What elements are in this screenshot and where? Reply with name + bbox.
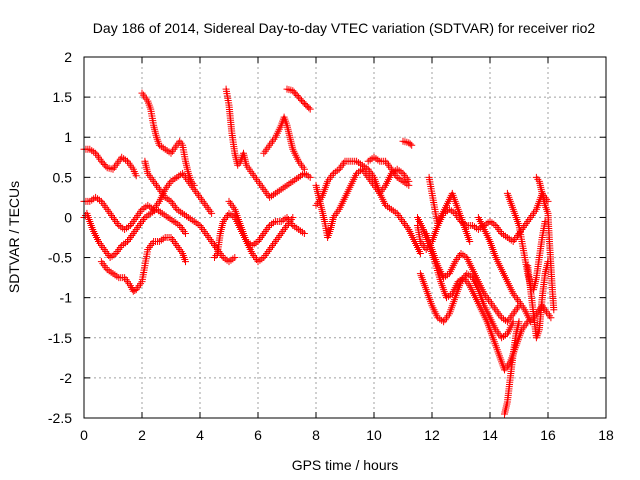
y-tick-label: 2 [64,49,72,65]
y-axis: -2.5 -2 -1.5 -1 -0.5 0 0.5 1 1.5 2 [48,49,606,426]
data-point [182,258,189,266]
data-point [132,172,140,180]
x-axis-label: GPS time / hours [292,457,399,473]
x-tick-label: 0 [80,427,88,443]
series-track-m [312,157,424,258]
data-point [515,318,523,326]
plot-frame [83,56,607,419]
data-point [289,213,297,221]
data-point [547,314,555,322]
data-point [296,95,304,103]
data-point [283,85,291,93]
data-point [405,181,413,189]
y-tick-label: -2 [60,370,73,386]
data-point [305,104,313,112]
data-point [100,160,108,168]
data-point [466,238,474,246]
x-tick-label: 2 [138,427,146,443]
series-track-e [138,89,198,189]
x-tick-label: 12 [424,427,440,443]
y-tick-label: 1 [64,129,72,145]
y-tick-label: 0.5 [53,169,73,185]
series-track-d [97,234,189,295]
series-track-f [141,157,239,266]
series-track-t [501,318,523,418]
y-axis-label: SDTVAR / TECUs [6,181,22,293]
chart-title: Day 186 of 2014, Sidereal Day-to-day VTE… [93,20,596,36]
data-point [231,254,239,262]
data-point [293,92,301,100]
series-track-i [260,113,308,173]
y-tick-label: 1.5 [53,89,73,105]
y-tick-label: -2.5 [48,410,72,426]
x-tick-label: 4 [196,427,204,443]
data-point [416,250,424,258]
series-track-u [425,173,474,246]
data-point [300,229,308,237]
data-point [408,141,416,149]
data-point [289,87,297,95]
data-point [300,165,308,173]
x-axis: 0 2 4 6 8 10 12 14 16 18 [80,57,614,443]
data-point [550,306,558,314]
series-track-h [222,85,314,201]
data-point [295,93,303,101]
series-track-n [364,153,413,189]
data-point [406,140,414,148]
series-track-k [225,197,297,266]
data-point [299,98,307,106]
y-tick-label: -1 [60,290,73,306]
data-point [97,157,105,165]
series-track-y [524,258,552,342]
data-point [306,105,314,113]
x-tick-label: 16 [540,427,556,443]
data-point [290,88,298,96]
series-track-x [532,173,558,314]
data-marks [80,85,558,418]
series-track-b [80,169,216,233]
series-track-c [80,205,189,262]
data-point [190,181,198,189]
x-tick-label: 6 [254,427,262,443]
y-tick-label: -1.5 [48,330,72,346]
y-tick-label: -0.5 [48,250,72,266]
x-tick-label: 14 [482,427,498,443]
data-point [298,96,305,104]
data-point [292,90,300,98]
data-point [129,287,137,295]
data-point [99,159,107,167]
x-tick-label: 8 [312,427,320,443]
data-point [306,173,314,181]
series-track-a [80,145,140,180]
data-point [399,137,407,145]
series-track-o [399,137,416,149]
y-tick-label: 0 [64,209,72,225]
x-tick-label: 18 [598,427,614,443]
data-point [182,229,189,237]
x-tick-label: 10 [366,427,382,443]
data-point [208,209,216,217]
series-track-j [283,85,314,113]
data-point [544,258,552,266]
